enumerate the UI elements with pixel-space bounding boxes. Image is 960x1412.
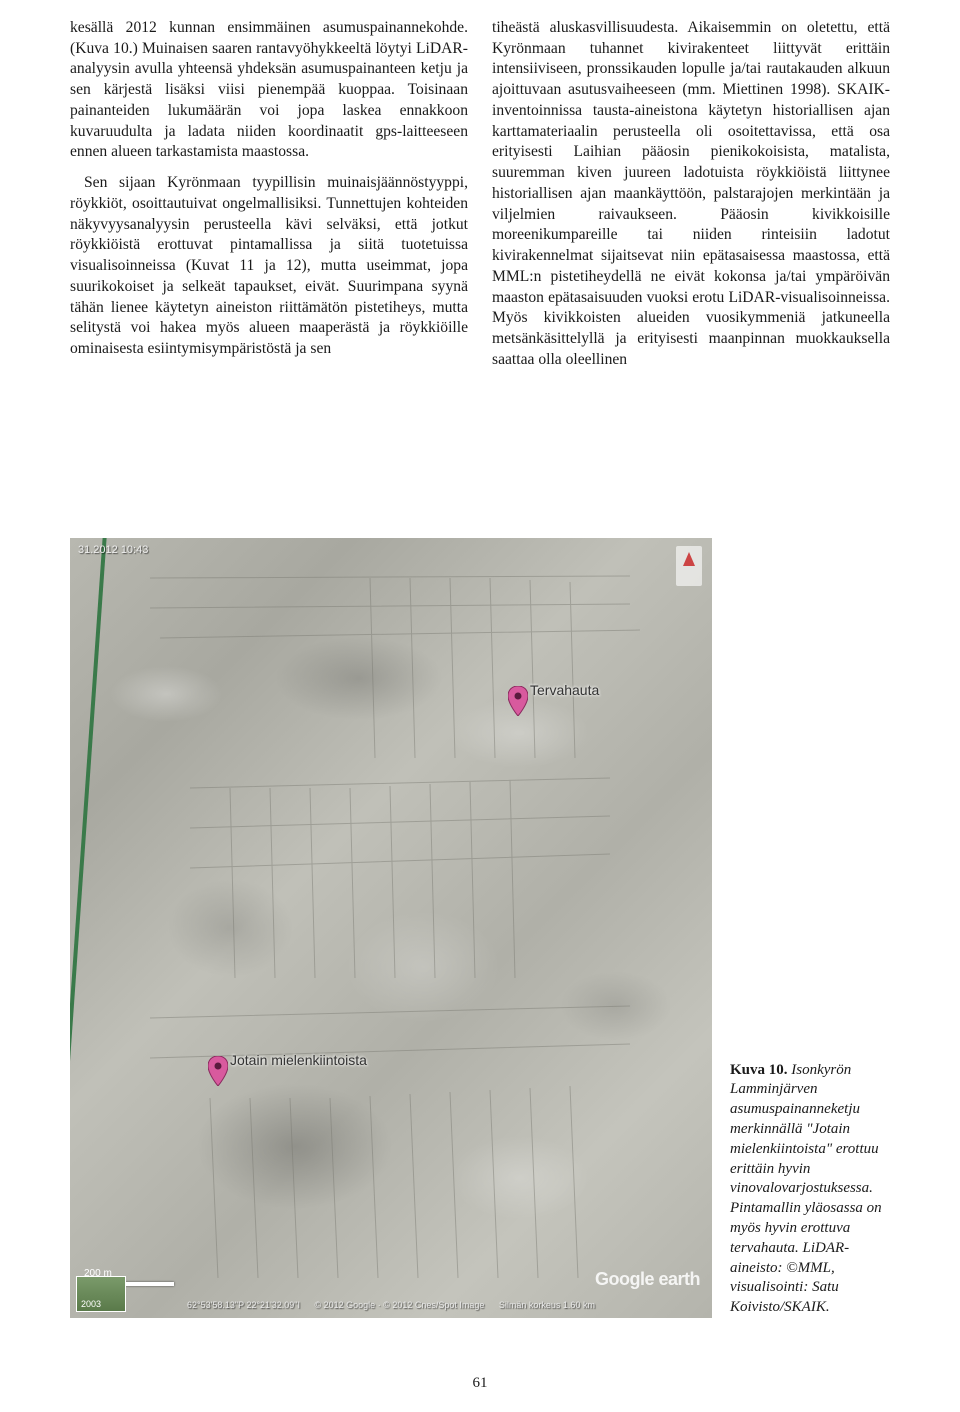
paragraph: kesällä 2012 kunnan ensimmäinen asumuspa… — [70, 18, 468, 163]
caption-lead: Kuva 10. — [730, 1062, 788, 1078]
paragraph: tiheästä aluskasvillisuudesta. Aikaisemm… — [492, 18, 890, 370]
figure-caption: Kuva 10. Isonkyrön Lamminjärven asumuspa… — [730, 1061, 890, 1318]
caption-body: Isonkyrön Lamminjärven asumuspainanneket… — [730, 1062, 882, 1316]
compass-icon — [676, 546, 702, 586]
text-columns: kesällä 2012 kunnan ensimmäinen asumuspa… — [70, 18, 890, 520]
paragraph: Sen sijaan Kyrönmaan tyypillisin muinais… — [70, 173, 468, 360]
map-timestamp: 31.2012 10:43 — [78, 544, 148, 556]
credit-eye-alt: Silmän korkeus 1.60 km — [499, 1300, 595, 1310]
credit-coords: 62°53'58.13"P 22°21'32.09"I — [187, 1300, 300, 1310]
map-marker-tervahauta[interactable]: Tervahauta — [508, 686, 528, 716]
credit-copyright: © 2012 Google · © 2012 Cnes/Spot Image — [315, 1300, 485, 1310]
field-line-pattern — [70, 538, 712, 1318]
caption-column: Kuva 10. Isonkyrön Lamminjärven asumuspa… — [730, 538, 890, 1318]
marker-label: Tervahauta — [530, 682, 599, 698]
lidar-map: 31.2012 10:43 Tervahauta Jotain mielenki… — [70, 538, 712, 1318]
figure-area: 31.2012 10:43 Tervahauta Jotain mielenki… — [70, 538, 890, 1318]
google-earth-logo: Google earth — [595, 1269, 700, 1290]
marker-label: Jotain mielenkiintoista — [230, 1052, 367, 1068]
map-credits: 62°53'58.13"P 22°21'32.09"I © 2012 Googl… — [70, 1300, 712, 1310]
left-column: kesällä 2012 kunnan ensimmäinen asumuspa… — [70, 18, 468, 520]
page-number: 61 — [473, 1375, 488, 1392]
map-marker-mielenkiintoista[interactable]: Jotain mielenkiintoista — [208, 1056, 228, 1086]
right-column: tiheästä aluskasvillisuudesta. Aikaisemm… — [492, 18, 890, 520]
